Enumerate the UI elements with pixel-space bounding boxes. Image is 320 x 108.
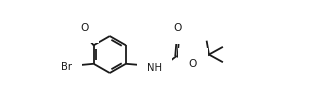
- Text: Br: Br: [61, 62, 72, 72]
- Text: NH: NH: [147, 63, 162, 73]
- Text: O: O: [174, 23, 182, 33]
- Text: O: O: [80, 23, 88, 33]
- Text: O: O: [188, 59, 197, 69]
